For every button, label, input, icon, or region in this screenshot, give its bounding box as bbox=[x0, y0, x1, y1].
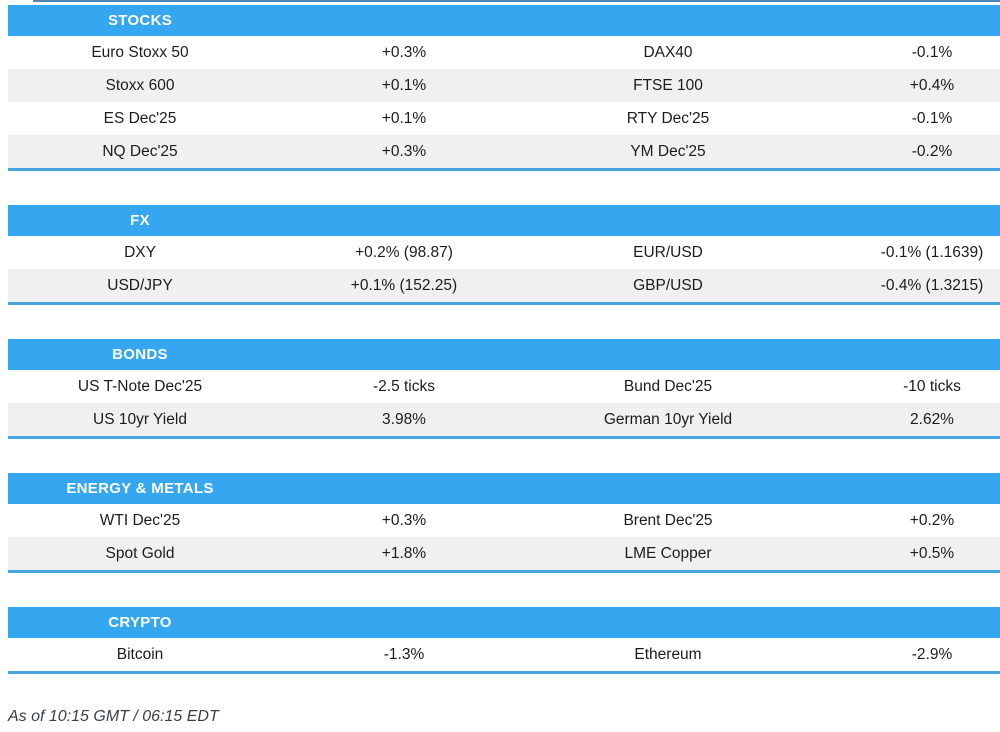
section-title: BONDS bbox=[112, 346, 168, 363]
section-energy-metals: ENERGY & METALS WTI Dec'25 +0.3% Brent D… bbox=[8, 473, 1000, 573]
instrument-name: Stoxx 600 bbox=[105, 76, 175, 94]
section-divider bbox=[8, 570, 1000, 573]
instrument-name: US 10yr Yield bbox=[93, 410, 187, 428]
section-rows: Bitcoin -1.3% Ethereum -2.9% bbox=[8, 638, 1000, 671]
table-row: US T-Note Dec'25 -2.5 ticks Bund Dec'25 … bbox=[8, 370, 1000, 403]
instrument-name: Brent Dec'25 bbox=[623, 511, 713, 529]
instrument-change: -0.1% bbox=[911, 43, 953, 61]
instrument-change: -2.5 ticks bbox=[372, 377, 435, 395]
instrument-change: +0.5% bbox=[909, 544, 955, 562]
instrument-change: +0.3% bbox=[381, 43, 427, 61]
instrument-change: +1.8% bbox=[381, 544, 427, 562]
section-rows: US T-Note Dec'25 -2.5 ticks Bund Dec'25 … bbox=[8, 370, 1000, 436]
instrument-change: 3.98% bbox=[382, 410, 426, 428]
section-header: STOCKS bbox=[8, 5, 1000, 36]
instrument-change: 2.62% bbox=[910, 410, 954, 428]
timestamp-note: As of 10:15 GMT / 06:15 EDT bbox=[8, 708, 219, 725]
section-title: CRYPTO bbox=[108, 614, 172, 631]
instrument-change: +0.2% (98.87) bbox=[355, 243, 453, 261]
section-rows: DXY +0.2% (98.87) EUR/USD -0.1% (1.1639)… bbox=[8, 236, 1000, 302]
section-title: ENERGY & METALS bbox=[66, 480, 214, 497]
instrument-name: DAX40 bbox=[643, 43, 693, 61]
section-header: CRYPTO bbox=[8, 607, 1000, 638]
instrument-name: YM Dec'25 bbox=[630, 142, 706, 160]
section-stocks: STOCKS Euro Stoxx 50 +0.3% DAX40 -0.1% S… bbox=[8, 5, 1000, 171]
instrument-change: +0.4% bbox=[909, 76, 955, 94]
instrument-change: -10 ticks bbox=[903, 377, 961, 395]
section-title: STOCKS bbox=[107, 12, 173, 29]
table-row: Stoxx 600 +0.1% FTSE 100 +0.4% bbox=[8, 69, 1000, 102]
instrument-change: +0.1% (152.25) bbox=[350, 276, 458, 294]
instrument-change: +0.3% bbox=[381, 511, 427, 529]
section-divider bbox=[8, 168, 1000, 171]
section-crypto: CRYPTO Bitcoin -1.3% Ethereum -2.9% bbox=[8, 607, 1000, 674]
table-row: WTI Dec'25 +0.3% Brent Dec'25 +0.2% bbox=[8, 504, 1000, 537]
instrument-name: Spot Gold bbox=[105, 544, 175, 562]
instrument-name: Bund Dec'25 bbox=[623, 377, 713, 395]
market-summary: STOCKS Euro Stoxx 50 +0.3% DAX40 -0.1% S… bbox=[8, 5, 1000, 726]
instrument-change: +0.1% bbox=[381, 76, 427, 94]
table-row: NQ Dec'25 +0.3% YM Dec'25 -0.2% bbox=[8, 135, 1000, 168]
instrument-name: German 10yr Yield bbox=[603, 410, 733, 428]
instrument-name: ES Dec'25 bbox=[103, 109, 177, 127]
instrument-change: -0.1% (1.1639) bbox=[880, 243, 984, 261]
instrument-name: GBP/USD bbox=[633, 276, 703, 294]
table-row: Euro Stoxx 50 +0.3% DAX40 -0.1% bbox=[8, 36, 1000, 69]
section-rows: Euro Stoxx 50 +0.3% DAX40 -0.1% Stoxx 60… bbox=[8, 36, 1000, 168]
instrument-change: -0.4% (1.3215) bbox=[880, 276, 984, 294]
section-bonds: BONDS US T-Note Dec'25 -2.5 ticks Bund D… bbox=[8, 339, 1000, 439]
instrument-name: WTI Dec'25 bbox=[99, 511, 181, 529]
instrument-name: RTY Dec'25 bbox=[626, 109, 710, 127]
instrument-name: Ethereum bbox=[634, 645, 702, 663]
table-row: USD/JPY +0.1% (152.25) GBP/USD -0.4% (1.… bbox=[8, 269, 1000, 302]
section-header: ENERGY & METALS bbox=[8, 473, 1000, 504]
sections-container: STOCKS Euro Stoxx 50 +0.3% DAX40 -0.1% S… bbox=[8, 5, 1000, 674]
instrument-name: FTSE 100 bbox=[633, 76, 703, 94]
instrument-name: Bitcoin bbox=[116, 645, 164, 663]
instrument-name: Euro Stoxx 50 bbox=[91, 43, 189, 61]
table-row: DXY +0.2% (98.87) EUR/USD -0.1% (1.1639) bbox=[8, 236, 1000, 269]
instrument-name: NQ Dec'25 bbox=[102, 142, 178, 160]
section-divider bbox=[8, 436, 1000, 439]
table-row: US 10yr Yield 3.98% German 10yr Yield 2.… bbox=[8, 403, 1000, 436]
table-row: ES Dec'25 +0.1% RTY Dec'25 -0.1% bbox=[8, 102, 1000, 135]
instrument-change: +0.1% bbox=[381, 109, 427, 127]
section-fx: FX DXY +0.2% (98.87) EUR/USD -0.1% (1.16… bbox=[8, 205, 1000, 305]
instrument-name: LME Copper bbox=[624, 544, 712, 562]
top-border-line bbox=[33, 0, 1000, 2]
instrument-change: -0.1% bbox=[911, 109, 953, 127]
section-header: FX bbox=[8, 205, 1000, 236]
instrument-name: USD/JPY bbox=[107, 276, 173, 294]
table-row: Spot Gold +1.8% LME Copper +0.5% bbox=[8, 537, 1000, 570]
instrument-change: -0.2% bbox=[911, 142, 953, 160]
section-divider bbox=[8, 671, 1000, 674]
table-row: Bitcoin -1.3% Ethereum -2.9% bbox=[8, 638, 1000, 671]
instrument-change: +0.2% bbox=[909, 511, 955, 529]
instrument-name: DXY bbox=[124, 243, 156, 261]
section-divider bbox=[8, 302, 1000, 305]
instrument-name: US T-Note Dec'25 bbox=[77, 377, 203, 395]
section-title: FX bbox=[130, 212, 150, 229]
instrument-name: EUR/USD bbox=[633, 243, 703, 261]
section-header: BONDS bbox=[8, 339, 1000, 370]
instrument-change: +0.3% bbox=[381, 142, 427, 160]
section-rows: WTI Dec'25 +0.3% Brent Dec'25 +0.2% Spot… bbox=[8, 504, 1000, 570]
instrument-change: -1.3% bbox=[383, 645, 425, 663]
instrument-change: -2.9% bbox=[911, 645, 953, 663]
